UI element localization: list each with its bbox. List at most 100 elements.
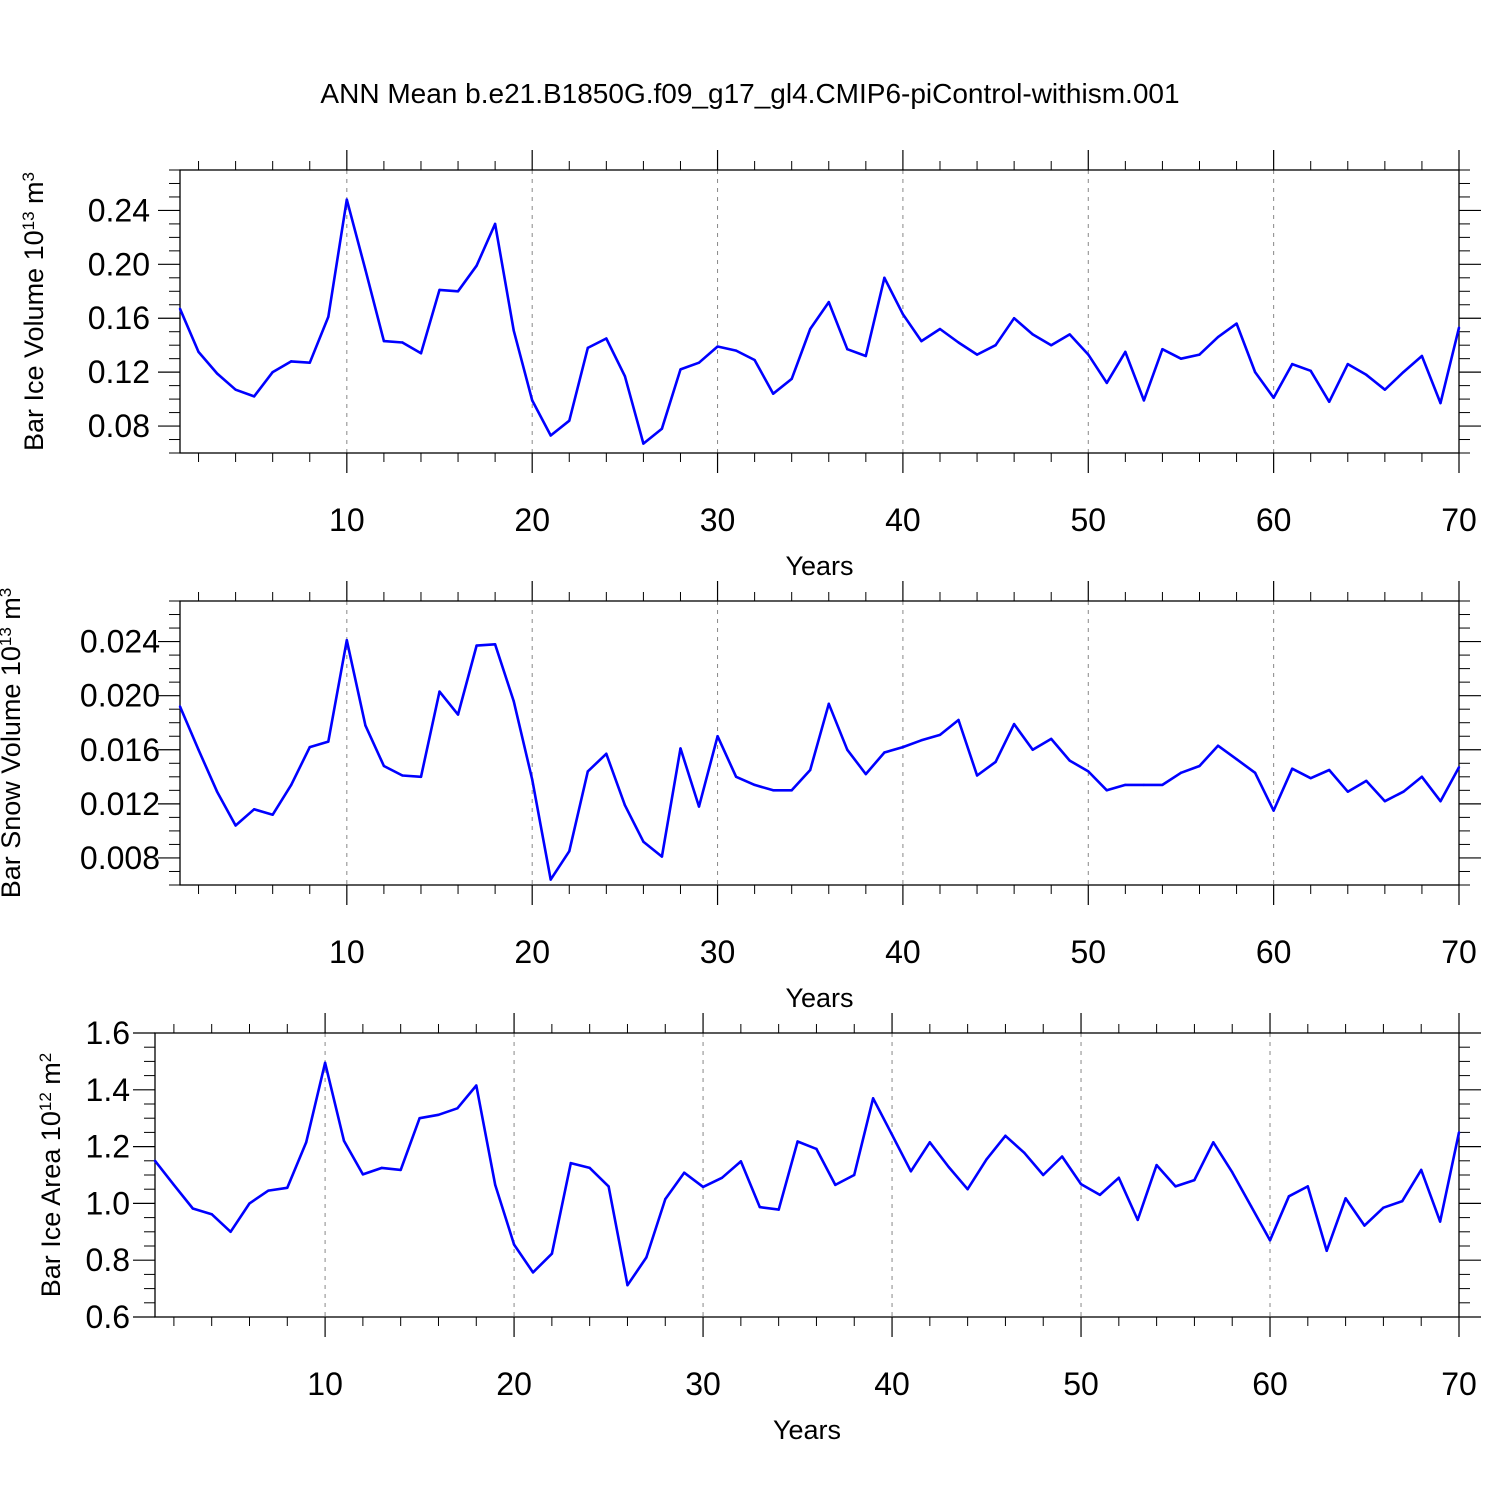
data-point — [1346, 790, 1349, 793]
data-point — [327, 740, 330, 743]
data-point — [382, 339, 386, 343]
y-tick-label: 1.0 — [86, 1185, 130, 1221]
data-point — [623, 804, 627, 807]
data-point — [252, 808, 256, 811]
data-point — [994, 760, 997, 764]
data-point — [345, 639, 349, 642]
y-tick-label: 0.20 — [88, 246, 150, 282]
data-point — [550, 1252, 554, 1255]
data-point — [790, 789, 793, 792]
data-point — [215, 372, 219, 375]
data-point — [531, 1271, 535, 1274]
data-point — [660, 427, 664, 430]
data-point — [229, 1230, 232, 1234]
data-point — [809, 768, 812, 772]
data-point — [438, 690, 441, 693]
y-tick-label: 0.8 — [86, 1242, 130, 1278]
data-point — [790, 377, 793, 381]
data-point — [883, 751, 886, 754]
y-tick-label: 1.2 — [86, 1129, 130, 1165]
data-point — [909, 1170, 913, 1173]
data-point — [382, 764, 386, 768]
data-point — [664, 1197, 667, 1201]
plot-frame — [154, 1032, 1460, 1318]
data-point — [607, 1185, 610, 1188]
data-point — [1124, 783, 1127, 787]
x-tick-label: 20 — [496, 1366, 532, 1402]
series-line — [178, 638, 1461, 881]
y-tick-label: 0.6 — [86, 1299, 130, 1335]
data-point — [215, 790, 219, 793]
data-point — [1231, 1170, 1234, 1174]
data-point — [1235, 322, 1238, 325]
data-point — [1382, 1206, 1385, 1209]
x-tick-label: 30 — [685, 1366, 721, 1402]
data-point — [890, 1133, 894, 1136]
data-point — [418, 1117, 421, 1120]
x-axis-title: Years — [785, 551, 853, 581]
data-point — [1365, 779, 1368, 783]
data-point — [401, 774, 404, 777]
data-point — [1155, 1163, 1158, 1167]
data-point — [1142, 783, 1146, 787]
data-point — [716, 735, 719, 738]
data-point — [846, 748, 849, 751]
data-point — [286, 1186, 289, 1189]
data-point — [530, 778, 534, 781]
data-point — [1439, 401, 1442, 405]
y-axis-title-exponent: 12 — [36, 1092, 55, 1111]
data-point — [234, 824, 237, 827]
data-point — [1363, 1224, 1366, 1227]
data-point — [1105, 381, 1109, 385]
data-point — [1383, 388, 1387, 391]
y-axis-title-main: Bar Ice Volume 10 — [19, 230, 49, 451]
data-point — [549, 434, 552, 437]
data-point — [957, 341, 960, 344]
data-point — [419, 352, 423, 355]
data-point — [1161, 783, 1164, 787]
y-axis-title-exponent: 13 — [0, 627, 15, 646]
data-point — [966, 1188, 969, 1191]
data-point — [605, 337, 608, 340]
x-tick-label: 60 — [1252, 1366, 1288, 1402]
data-point — [734, 775, 738, 779]
data-point — [975, 353, 979, 356]
data-point — [1042, 1173, 1045, 1177]
data-point — [985, 1158, 988, 1161]
x-tick-label: 50 — [1070, 934, 1106, 970]
y-axis-title-unit: m — [19, 181, 49, 211]
data-point — [1457, 326, 1461, 329]
data-point — [1344, 1197, 1347, 1200]
data-point — [1253, 771, 1257, 774]
data-point — [901, 745, 905, 749]
data-point — [1216, 744, 1220, 747]
data-point — [267, 1189, 270, 1192]
figure-title: ANN Mean b.e21.B1850G.f09_g17_gl4.CMIP6-… — [320, 78, 1180, 109]
data-point — [475, 644, 478, 647]
data-point — [1253, 370, 1257, 374]
x-tick-label: 50 — [1063, 1366, 1099, 1402]
data-point — [1098, 1193, 1102, 1197]
data-point — [605, 752, 608, 756]
data-point — [364, 724, 367, 727]
data-point — [864, 772, 868, 776]
y-tick-label: 0.008 — [80, 840, 160, 876]
data-point — [1087, 770, 1090, 773]
data-point — [1012, 317, 1016, 320]
data-point — [777, 1208, 780, 1211]
data-point — [642, 442, 645, 445]
data-point — [342, 1139, 346, 1143]
data-point — [1457, 1131, 1461, 1134]
y-tick-label: 0.12 — [88, 354, 150, 390]
data-point — [716, 345, 719, 348]
x-tick-label: 10 — [329, 502, 365, 538]
data-point — [364, 268, 367, 271]
data-point — [588, 1166, 591, 1170]
data-point — [1212, 1141, 1215, 1144]
data-point — [1050, 737, 1053, 741]
data-point — [1383, 799, 1387, 803]
x-tick-label: 70 — [1441, 1366, 1477, 1402]
data-point — [304, 1141, 308, 1144]
x-tick-label: 40 — [874, 1366, 910, 1402]
data-point — [853, 1173, 856, 1177]
